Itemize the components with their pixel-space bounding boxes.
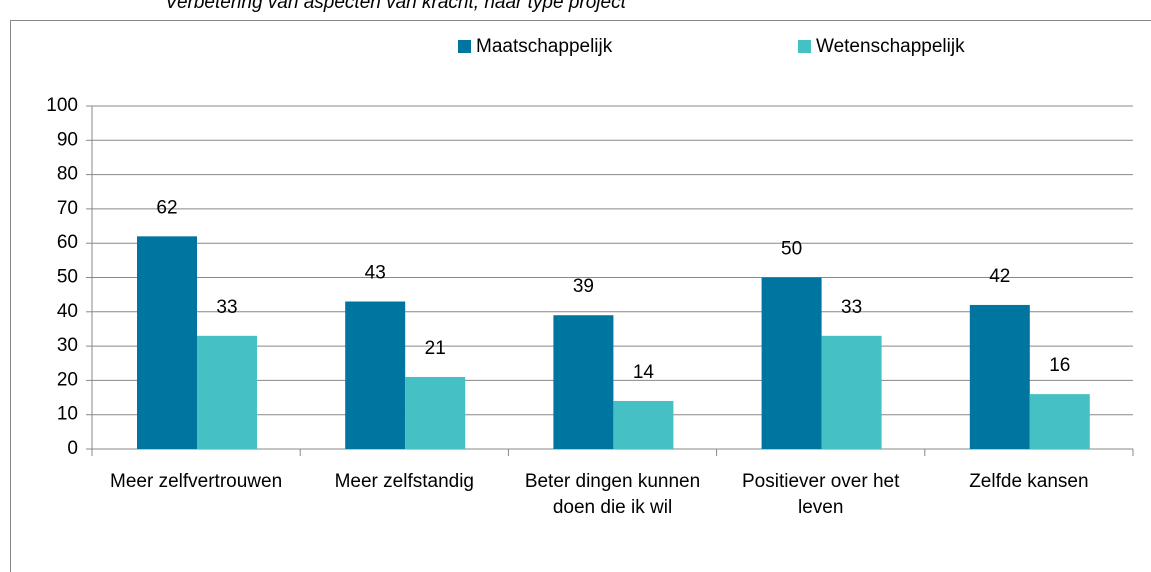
y-tick-label: 70 <box>57 198 78 219</box>
data-label: 16 <box>1049 355 1070 376</box>
data-label: 42 <box>989 266 1010 287</box>
y-tick-label: 60 <box>57 232 78 253</box>
bar <box>405 376 466 449</box>
data-label: 14 <box>633 362 655 383</box>
y-tick-label: 20 <box>57 369 78 390</box>
bar <box>345 301 406 449</box>
legend-label: Wetenschappelijk <box>816 36 965 57</box>
data-label: 33 <box>841 297 862 318</box>
bar <box>969 304 1030 449</box>
y-tick-label: 40 <box>57 301 78 322</box>
legend-swatch <box>458 40 471 53</box>
y-tick-label: 10 <box>57 404 78 425</box>
y-tick-label: 50 <box>57 267 78 288</box>
data-label: 33 <box>216 297 237 318</box>
data-label: 39 <box>573 276 594 297</box>
x-tick-label: Meer zelfvertrouwen <box>110 471 283 492</box>
data-label: 62 <box>156 197 177 218</box>
x-tick-label: Zelfde kansen <box>969 471 1089 492</box>
bar <box>197 335 257 449</box>
bar <box>553 315 614 449</box>
legend-swatch <box>798 40 811 53</box>
data-label: 43 <box>365 263 386 284</box>
y-tick-label: 80 <box>57 164 78 185</box>
legend-label: Maatschappelijk <box>476 36 613 57</box>
chart-border <box>10 20 1151 572</box>
data-label: 21 <box>425 338 446 359</box>
bar <box>1029 394 1090 449</box>
y-tick-label: 0 <box>67 438 78 459</box>
bar <box>761 277 822 449</box>
y-tick-label: 30 <box>57 335 78 356</box>
x-tick-label: Positiever over het leven <box>742 471 900 518</box>
bar <box>613 400 674 449</box>
x-tick-label: Beter dingen kunnen doen die ik wil <box>524 471 701 518</box>
data-label: 50 <box>781 239 802 260</box>
bar <box>821 335 882 449</box>
bar <box>137 236 197 449</box>
y-tick-label: 90 <box>57 129 78 150</box>
x-tick-label: Meer zelfstandig <box>334 471 474 492</box>
y-tick-label: 100 <box>46 95 78 116</box>
chart-title: Verbetering van aspecten van kracht, naa… <box>165 0 627 13</box>
